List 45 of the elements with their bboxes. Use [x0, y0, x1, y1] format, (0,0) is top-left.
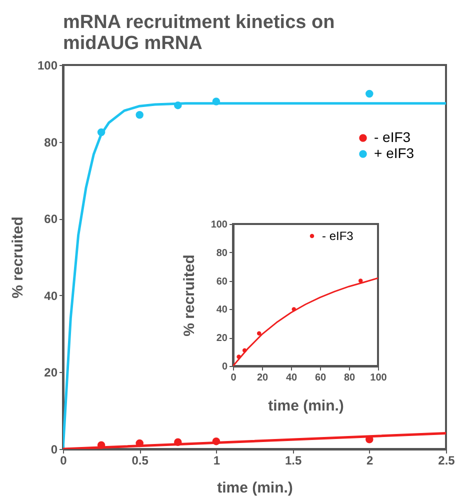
y-tick-label: 0 — [50, 442, 58, 456]
point — [236, 354, 241, 359]
legend-label: + eIF3 — [374, 145, 414, 161]
y-axis-title: % recruited — [9, 216, 26, 298]
point — [242, 348, 247, 352]
x-tick-label: 0 — [230, 372, 237, 384]
x-tick-label: 0.5 — [132, 454, 149, 468]
point — [358, 278, 363, 283]
y-tick-label: 60 — [44, 212, 58, 226]
point — [212, 437, 220, 446]
point — [136, 439, 144, 448]
y-tick-label: 40 — [44, 288, 58, 303]
point — [366, 90, 374, 98]
x-tick-label: 2.5 — [438, 454, 456, 468]
x-axis-title: time (min.) — [217, 480, 293, 496]
y-axis-title: % recruited — [180, 254, 198, 336]
y-tick-label: 20 — [216, 333, 228, 344]
point — [256, 331, 262, 336]
x-tick-label: 60 — [314, 372, 326, 384]
legend-label: - eIF3 — [374, 129, 411, 145]
point — [136, 111, 144, 119]
chart-title: mRNA recruitment kinetics on midAUG mRNA — [63, 12, 335, 54]
x-tick-label: 100 — [370, 372, 388, 384]
y-tick-label: 40 — [216, 304, 228, 316]
point — [97, 441, 106, 450]
x-tick-label: 20 — [256, 372, 268, 384]
point — [97, 128, 106, 136]
point — [174, 438, 182, 446]
point — [292, 307, 296, 312]
x-tick-label: 0 — [60, 454, 68, 468]
x-tick-label: 80 — [344, 372, 356, 384]
y-tick-label: 80 — [44, 135, 58, 150]
y-tick-label: 80 — [216, 248, 228, 259]
point — [174, 101, 182, 110]
x-tick-label: 40 — [286, 372, 298, 384]
x-tick-label: 2 — [366, 454, 374, 468]
y-tick-label: 60 — [216, 276, 228, 288]
y-tick-label: 0 — [222, 362, 228, 372]
point — [212, 98, 220, 106]
x-axis-title: time (min.) — [268, 398, 344, 414]
x-tick-label: 1.5 — [284, 454, 302, 468]
legend-label: - eIF3 — [322, 229, 354, 243]
y-tick-label: 100 — [37, 58, 58, 72]
x-tick-label: 1 — [213, 454, 220, 468]
y-tick-label: 100 — [210, 220, 228, 230]
